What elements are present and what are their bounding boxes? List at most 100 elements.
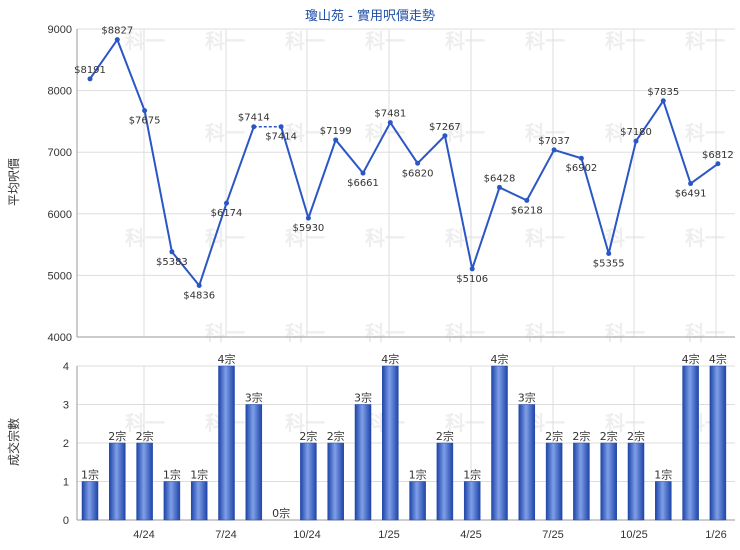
price-data-label: $7180: [620, 127, 652, 138]
count-data-label: 3宗: [354, 391, 372, 405]
count-bar: [463, 481, 481, 521]
price-data-label: $6902: [565, 163, 597, 174]
price-data-label: $8191: [74, 65, 106, 76]
price-line-segment: [607, 140, 637, 254]
count-bar: [81, 481, 99, 521]
price-point: [169, 249, 175, 255]
price-line-segment: [307, 139, 337, 219]
price-point: [469, 266, 475, 272]
count-bar: [245, 404, 263, 521]
price-data-label: $6218: [511, 205, 543, 216]
price-point: [278, 124, 284, 130]
watermark-text: 科一: [285, 121, 325, 145]
count-bar: [163, 481, 181, 521]
count-y-axis-label: 成交宗數: [6, 418, 21, 466]
count-data-label: 2宗: [545, 429, 563, 443]
count-bar: [709, 365, 727, 521]
count-bar: [600, 442, 617, 521]
watermark-text: 科一: [525, 29, 565, 53]
watermark-text: 科一: [525, 321, 565, 345]
price-data-label: $7835: [647, 87, 679, 98]
watermark-text: 科一: [445, 411, 485, 435]
price-y-axis-label: 平均呎價: [7, 158, 21, 206]
watermark-text: 科一: [445, 321, 485, 345]
price-line-segment: [471, 187, 501, 270]
price-point: [114, 37, 120, 43]
watermark-text: 科一: [125, 29, 165, 53]
price-line-segment: [499, 186, 528, 202]
price-line-segment: [690, 162, 719, 185]
price-data-label: $7267: [429, 122, 461, 133]
watermark-text: 科一: [525, 226, 565, 250]
watermark-text: 科一: [685, 29, 725, 53]
watermark-text: 科一: [205, 29, 245, 53]
price-point: [224, 200, 229, 206]
price-point: [688, 181, 694, 187]
price-line-segment: [334, 139, 364, 174]
count-axis: 4 3 2 1 0 4/24 7/24 10/24 1/25 4/25 7/25 10/25 1/26: [63, 361, 735, 541]
watermark-text: 科一: [525, 121, 565, 145]
price-data-label: $7675: [129, 116, 161, 127]
watermark-text: 科一: [285, 321, 325, 345]
watermark-text: 科一: [685, 226, 725, 250]
price-point: [660, 98, 666, 104]
price-data-label: $4836: [183, 291, 215, 302]
watermark-text: 科一: [125, 226, 165, 250]
price-series: $8191 $8827 $7675 $5383 $4836 $6174 $7414 $7414…: [74, 26, 734, 302]
price-y-tick-label: 6000: [48, 209, 72, 221]
count-data-label: 1宗: [409, 468, 427, 482]
price-point: [606, 251, 612, 257]
watermark-text: 科一: [285, 411, 325, 435]
watermark-text: 科一: [685, 321, 725, 345]
count-bar: [218, 365, 235, 521]
price-grid: [77, 28, 735, 338]
count-x-tick-label: 4/24: [133, 529, 154, 541]
count-data-label: 2宗: [627, 429, 645, 443]
count-bar: [354, 404, 372, 521]
price-point: [442, 133, 448, 139]
price-line-segment: [362, 122, 392, 174]
count-data-label: 1宗: [654, 468, 672, 482]
price-line-segment: [635, 100, 665, 142]
price-point: [360, 170, 366, 176]
count-data-label: 4宗: [491, 352, 509, 366]
count-bar: [491, 365, 508, 521]
count-bar: [300, 442, 317, 521]
price-line-segment: [116, 39, 146, 111]
count-bar: [409, 481, 426, 521]
price-data-label: $5383: [156, 257, 188, 268]
count-bar: [573, 442, 590, 521]
watermark-text: 科一: [205, 321, 245, 345]
price-data-label: $6174: [211, 208, 243, 219]
price-line-segment: [171, 251, 200, 287]
count-bar: [682, 365, 699, 521]
price-point: [633, 138, 639, 144]
count-data-label: 2宗: [327, 429, 345, 443]
count-x-tick-label: 10/24: [293, 529, 321, 541]
price-data-label: $6661: [347, 178, 379, 189]
count-x-tick-label: 10/25: [620, 529, 648, 541]
price-point: [387, 120, 393, 126]
price-data-label: $6428: [484, 173, 516, 184]
price-y-tick-label: 9000: [48, 24, 72, 36]
price-data-label: $5106: [456, 274, 488, 285]
watermark-text: 科一: [125, 411, 165, 435]
count-data-label: 1宗: [190, 468, 208, 482]
watermark-text: 科一: [605, 321, 645, 345]
price-data-label: $5355: [593, 259, 625, 270]
chart-title: 瓊山苑 - 實用呎價走勢: [305, 8, 435, 24]
count-bar: [545, 442, 563, 521]
price-data-label: $6820: [402, 168, 434, 179]
watermark-text: 科一: [605, 411, 645, 435]
count-data-label: 2宗: [600, 429, 618, 443]
price-line-segment: [416, 135, 446, 164]
price-line-segment: [580, 157, 610, 254]
count-series: 1宗 2宗 2宗 1宗 1宗 4宗 3宗 0宗 2宗 2宗 3宗 4宗 1宗 2宗 1宗 4宗 3宗 2宗 2宗 2宗…: [81, 352, 727, 521]
count-data-label: 1宗: [163, 468, 181, 482]
count-bar: [436, 442, 454, 521]
count-y-tick-label: 4: [63, 361, 69, 373]
watermark-text: 科一: [205, 121, 245, 145]
watermark-text: 科一: [365, 321, 405, 345]
